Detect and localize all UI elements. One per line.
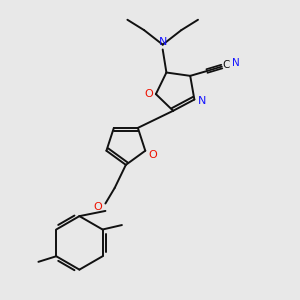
Text: O: O [94, 202, 102, 212]
Text: N: N [232, 58, 240, 68]
Text: O: O [148, 150, 157, 160]
Text: C: C [223, 60, 230, 70]
Text: N: N [198, 96, 207, 106]
Text: N: N [158, 37, 167, 47]
Text: O: O [145, 89, 154, 99]
